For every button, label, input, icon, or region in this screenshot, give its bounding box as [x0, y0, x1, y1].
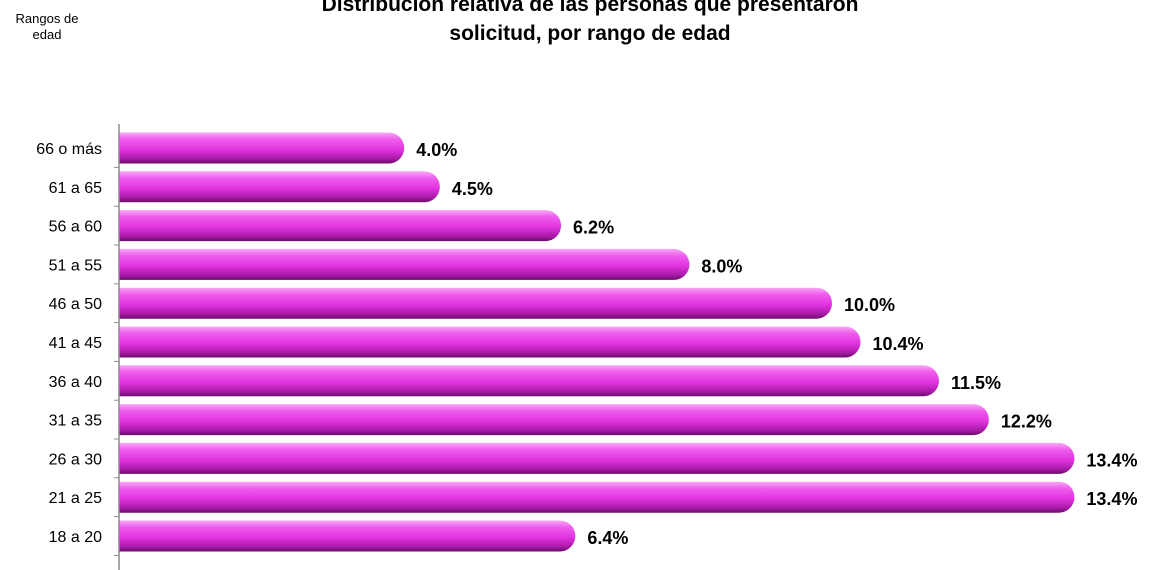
category-label: 61 a 65 [49, 180, 102, 197]
bar [119, 365, 939, 397]
data-label: 4.0% [416, 140, 457, 160]
category-label: 56 a 60 [49, 219, 102, 236]
data-label: 6.2% [573, 218, 614, 238]
category-label: 26 a 30 [49, 451, 102, 468]
bar [119, 326, 861, 358]
bar [119, 171, 440, 203]
bar [119, 404, 989, 436]
category-label: 36 a 40 [49, 374, 102, 391]
data-label: 6.4% [587, 528, 628, 548]
bar [119, 248, 690, 280]
y-axis-title: Rangos de edad [15, 11, 79, 42]
data-label: 10.0% [844, 295, 895, 315]
data-label: 4.5% [452, 179, 493, 199]
data-label: 8.0% [701, 256, 742, 276]
bar [119, 442, 1075, 474]
bar [119, 132, 405, 164]
bar [119, 210, 562, 242]
data-label: 11.5% [951, 373, 1001, 393]
category-label: 18 a 20 [49, 529, 102, 546]
category-label: 41 a 45 [49, 335, 102, 352]
bar [119, 481, 1075, 513]
bar [119, 287, 832, 319]
category-label: 51 a 55 [49, 257, 102, 274]
data-label: 13.4% [1086, 489, 1137, 509]
data-label: 10.4% [873, 334, 924, 354]
category-label: 31 a 35 [49, 413, 102, 430]
data-label: 12.2% [1001, 412, 1052, 432]
category-label: 46 a 50 [49, 296, 102, 313]
chart-title: Distribución relativa de las personas qu… [321, 0, 859, 45]
data-label: 13.4% [1086, 450, 1137, 470]
category-label: 66 o más [36, 141, 102, 158]
bar [119, 520, 576, 552]
category-label: 21 a 25 [49, 490, 102, 507]
